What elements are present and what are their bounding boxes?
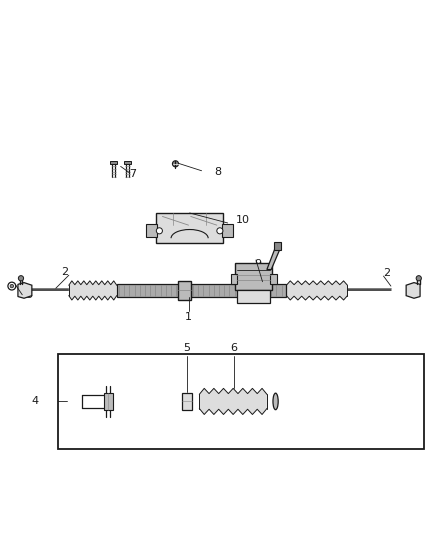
Text: 4: 4: [32, 397, 39, 407]
Bar: [182, 393, 191, 410]
Text: 10: 10: [236, 215, 250, 225]
Polygon shape: [267, 249, 280, 270]
Circle shape: [173, 161, 179, 167]
Polygon shape: [69, 281, 117, 300]
Bar: [191, 284, 286, 296]
Bar: [237, 289, 270, 303]
Circle shape: [8, 282, 16, 290]
Bar: [274, 242, 281, 250]
Circle shape: [18, 276, 24, 281]
Circle shape: [156, 228, 162, 234]
Bar: [235, 263, 272, 289]
Polygon shape: [286, 281, 347, 300]
Bar: [110, 161, 117, 164]
Bar: [124, 161, 131, 164]
Circle shape: [217, 228, 223, 234]
Bar: [117, 284, 184, 296]
Bar: [58, 353, 424, 449]
Bar: [156, 213, 223, 243]
Bar: [222, 224, 233, 237]
Ellipse shape: [273, 393, 278, 410]
Bar: [146, 224, 157, 237]
Polygon shape: [199, 389, 267, 415]
Circle shape: [416, 276, 421, 281]
Polygon shape: [18, 282, 32, 298]
Text: 9: 9: [254, 260, 262, 269]
Text: 2: 2: [383, 268, 390, 278]
Circle shape: [10, 284, 14, 288]
Text: 1: 1: [185, 312, 192, 321]
Bar: [178, 281, 191, 300]
Bar: [231, 274, 237, 284]
Text: 6: 6: [231, 343, 238, 353]
Bar: [270, 274, 277, 284]
Text: 7: 7: [129, 169, 136, 179]
Bar: [104, 393, 113, 410]
Text: 8: 8: [215, 167, 222, 177]
Text: 2: 2: [61, 266, 68, 277]
Polygon shape: [406, 282, 420, 298]
Text: 3: 3: [25, 290, 32, 300]
Text: 5: 5: [183, 343, 190, 353]
